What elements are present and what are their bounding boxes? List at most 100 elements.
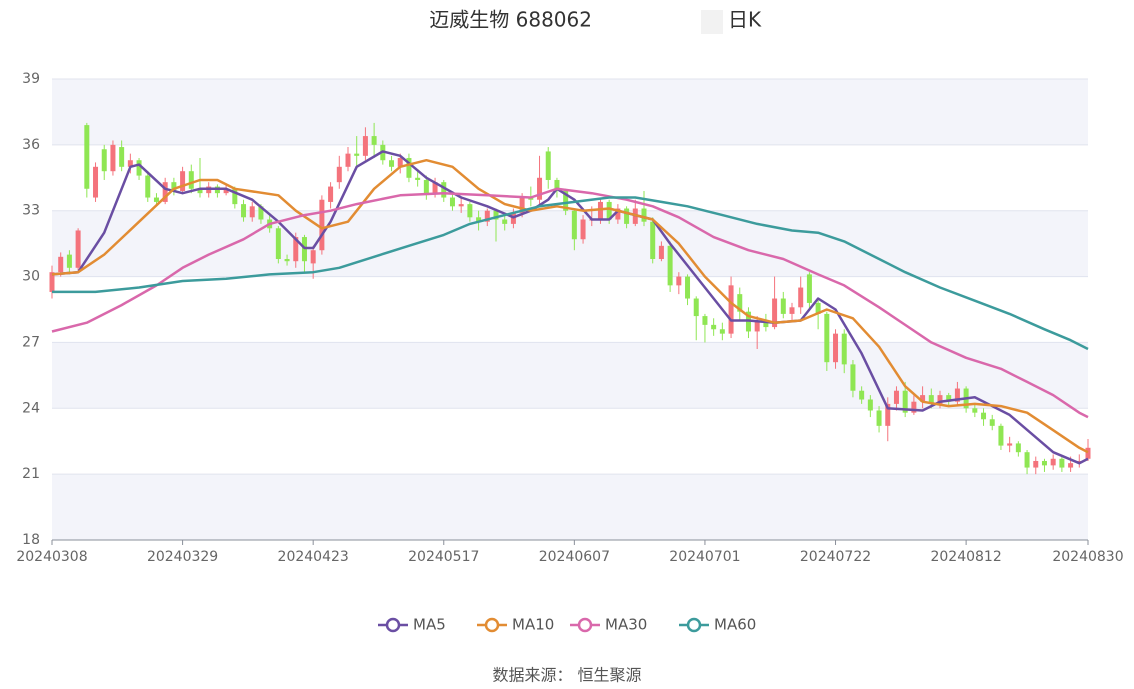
- candle-body: [876, 410, 882, 426]
- candle-body: [885, 403, 891, 426]
- source-note: 数据来源： 恒生聚源: [492, 666, 641, 685]
- candle-body: [75, 230, 81, 268]
- candle-body: [641, 208, 647, 222]
- candle-body: [249, 206, 255, 218]
- candle-body: [702, 316, 708, 325]
- candle-body: [432, 182, 438, 194]
- x-tick-label: 20240329: [147, 549, 218, 565]
- candle-body: [615, 208, 621, 220]
- candle-body: [1050, 458, 1056, 466]
- candle-body: [110, 144, 116, 172]
- candle-body: [780, 298, 786, 314]
- candle-body: [1033, 460, 1039, 468]
- candle-body: [406, 158, 412, 178]
- candle-body: [476, 217, 482, 222]
- x-tick-label: 20240308: [16, 549, 87, 565]
- x-tick-label: 20240607: [539, 549, 610, 565]
- candle-body: [441, 182, 447, 198]
- candle-body: [423, 179, 429, 194]
- y-tick-label: 33: [22, 203, 40, 219]
- candle-body: [754, 320, 760, 332]
- ma-line: [51, 150, 1089, 465]
- x-tick-label: 20240830: [1052, 549, 1123, 565]
- candle-body: [563, 190, 569, 211]
- legend-marker: [686, 617, 702, 633]
- candle-body: [467, 204, 473, 218]
- candle-body: [981, 412, 987, 420]
- y-tick-label: 18: [22, 532, 40, 548]
- candle-body: [624, 208, 630, 224]
- y-tick-label: 24: [22, 400, 40, 416]
- candle-body: [867, 399, 873, 411]
- candle-body: [389, 160, 395, 167]
- grid-band: [52, 342, 1088, 409]
- legend-label: MA30: [605, 616, 647, 634]
- legend-marker: [577, 617, 593, 633]
- candle-body: [197, 188, 203, 194]
- candle-body: [728, 285, 734, 334]
- candle-body: [1024, 452, 1030, 468]
- grid-band: [52, 210, 1088, 277]
- candle-body: [928, 395, 934, 404]
- candle-body: [972, 408, 978, 413]
- candle-body: [284, 259, 290, 262]
- candle-body: [336, 166, 342, 183]
- candle-body: [66, 254, 72, 268]
- candle-body: [458, 204, 464, 207]
- x-tick-label: 20240423: [278, 549, 349, 565]
- candle-body: [484, 210, 490, 222]
- candle-body: [998, 425, 1004, 446]
- y-tick-label: 27: [22, 334, 40, 350]
- candle-body: [1059, 458, 1065, 468]
- candle-body: [937, 395, 943, 404]
- candle-body: [493, 210, 499, 220]
- candle-body: [415, 177, 421, 180]
- candle-body: [319, 199, 325, 251]
- candle-body: [650, 221, 656, 260]
- candle-body: [136, 160, 142, 176]
- candle-body: [345, 153, 351, 167]
- title-separator: [701, 10, 723, 34]
- candle-body: [1041, 460, 1047, 466]
- candle-body: [737, 294, 743, 312]
- candle-body: [1015, 443, 1021, 453]
- candle-body: [676, 276, 682, 286]
- candle-body: [893, 390, 899, 404]
- chart-title: 迈威生物 688062: [429, 8, 592, 32]
- candle-body: [519, 197, 525, 213]
- candle-body: [667, 245, 673, 286]
- grid-band: [52, 474, 1088, 540]
- candle-body: [101, 149, 107, 172]
- candle-body: [354, 153, 360, 156]
- candle-body: [310, 250, 316, 264]
- candle-body: [153, 197, 159, 202]
- candle-body: [954, 388, 960, 402]
- candle-body: [162, 182, 168, 202]
- candle-body: [719, 329, 725, 334]
- x-tick-label: 20240812: [930, 549, 1001, 565]
- candle-body: [658, 245, 664, 260]
- legend-label: MA5: [413, 616, 446, 634]
- candle-body: [328, 186, 334, 202]
- candle-body: [188, 171, 194, 189]
- candle-body: [911, 401, 917, 413]
- candle-body: [397, 158, 403, 167]
- candle-body: [545, 151, 551, 180]
- candle-body: [772, 298, 778, 328]
- candle-body: [815, 302, 821, 314]
- ma-line: [52, 196, 1089, 351]
- candle-body: [1085, 447, 1091, 459]
- candle-body: [597, 201, 603, 220]
- candle-body: [502, 219, 508, 224]
- candle-body: [241, 204, 247, 218]
- candle-body: [145, 175, 151, 198]
- candle-body: [902, 390, 908, 413]
- candle-body: [127, 160, 133, 167]
- candle-body: [693, 298, 699, 317]
- candle-body: [49, 272, 55, 292]
- candle-body: [841, 333, 847, 365]
- chart-subtitle: 日K: [728, 8, 762, 32]
- candle-body: [859, 390, 865, 400]
- candle-body: [850, 364, 856, 391]
- ma-line: [51, 158, 1089, 454]
